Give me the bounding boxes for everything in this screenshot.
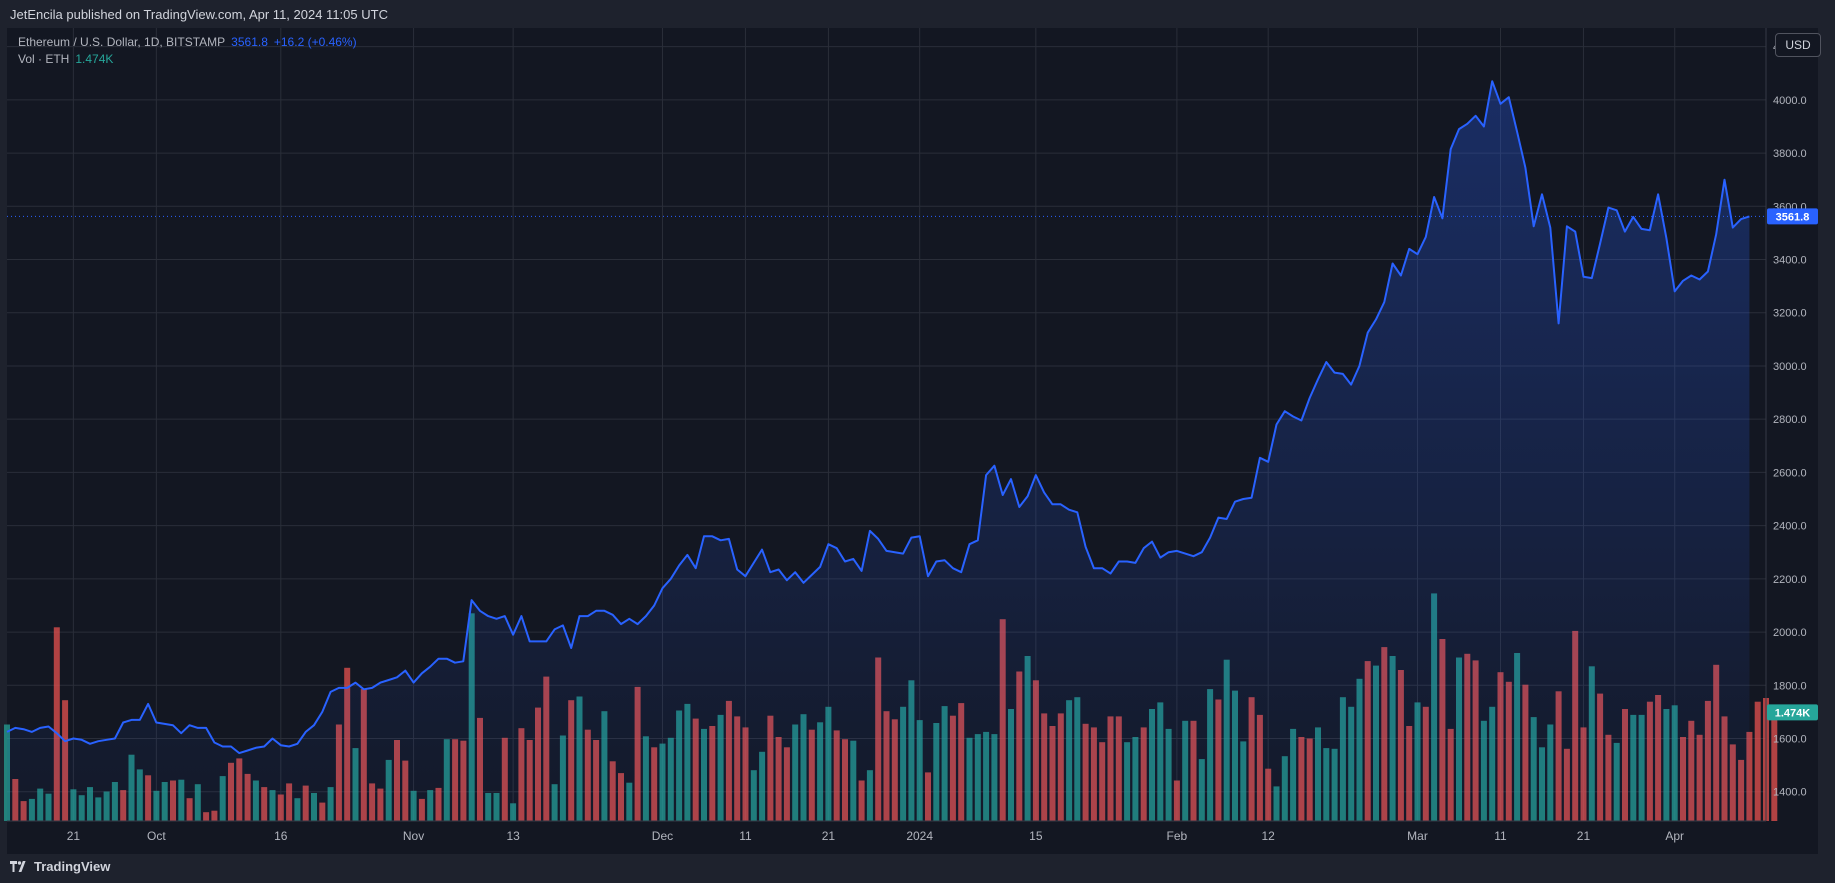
volume-badge (1767, 704, 1818, 721)
time-axis-label: Mar (1407, 829, 1428, 843)
volume-legend-row[interactable]: Vol · ETH 1.474K (18, 51, 357, 68)
time-axis-label: 13 (506, 829, 520, 843)
time-axis-label: 21 (1577, 829, 1591, 843)
time-axis-label: 11 (1494, 829, 1507, 843)
price-axis-label: 3400.0 (1773, 255, 1807, 267)
price-area-fill (7, 81, 1750, 821)
price-axis-label: 2800.0 (1773, 414, 1807, 426)
volume-badge-label: 1.474K (1775, 707, 1811, 719)
volume-title: Vol · ETH (18, 52, 70, 66)
price-axis-label: 1400.0 (1773, 787, 1807, 799)
price-change-value: +16.2 (+0.46%) (273, 35, 357, 49)
price-line-path (6, 80, 1750, 755)
currency-button[interactable]: USD (1775, 33, 1821, 57)
price-area (7, 81, 1750, 821)
volume-bar (1754, 701, 1761, 821)
price-badge (1767, 208, 1818, 225)
price-axis-label: 2200.0 (1773, 574, 1807, 586)
chart-legend: Ethereum / U.S. Dollar, 1D, BITSTAMP 356… (18, 34, 357, 68)
time-axis-label: Feb (1167, 829, 1188, 843)
price-axis-label: 2000.0 (1773, 627, 1807, 639)
price-axis-label: 2400.0 (1773, 521, 1807, 533)
price-badges: 3561.8 1.474K (7, 208, 1818, 721)
volume-bar (53, 627, 60, 821)
price-axis-label: 1800.0 (1773, 680, 1807, 692)
time-axis-label: Apr (1665, 829, 1684, 843)
price-axis-label: 3000.0 (1773, 361, 1807, 373)
time-axis-label: 11 (739, 829, 752, 843)
time-axis-label: Dec (652, 829, 673, 843)
time-axis-label: 2024 (906, 829, 933, 843)
time-axis-label: 12 (1261, 829, 1275, 843)
footer-brand[interactable]: TradingView (10, 859, 110, 874)
price-line (6, 80, 1750, 755)
last-price-value: 3561.8 (231, 35, 268, 49)
time-axis-label: 15 (1029, 829, 1043, 843)
volume-value: 1.474K (75, 52, 114, 66)
time-axis-label: Oct (147, 829, 166, 843)
time-axis-label: 16 (274, 829, 288, 843)
price-axis-label: 3800.0 (1773, 148, 1807, 160)
time-axis-label: 21 (822, 829, 836, 843)
price-badge-label: 3561.8 (1776, 211, 1810, 223)
time-axis-label: 21 (67, 829, 81, 843)
publisher-info: JetEncila published on TradingView.com, … (10, 7, 388, 22)
axes: 1400.0 1600.0 1800.0 2000.0 2200.0 2400.0 2600… (7, 28, 1807, 843)
price-axis-label: 4000.0 (1773, 95, 1807, 107)
price-axis-label: 1600.0 (1773, 734, 1807, 746)
volume-bar (1771, 712, 1778, 821)
price-axis-label: 3200.0 (1773, 308, 1807, 320)
symbol-legend-row[interactable]: Ethereum / U.S. Dollar, 1D, BITSTAMP 356… (18, 34, 357, 51)
price-axis-label: 2600.0 (1773, 467, 1807, 479)
tradingview-logo-icon (10, 861, 26, 872)
footer-brand-label: TradingView (34, 859, 111, 874)
time-axis-label: Nov (403, 829, 424, 843)
symbol-title: Ethereum / U.S. Dollar, 1D, BITSTAMP (18, 35, 226, 49)
